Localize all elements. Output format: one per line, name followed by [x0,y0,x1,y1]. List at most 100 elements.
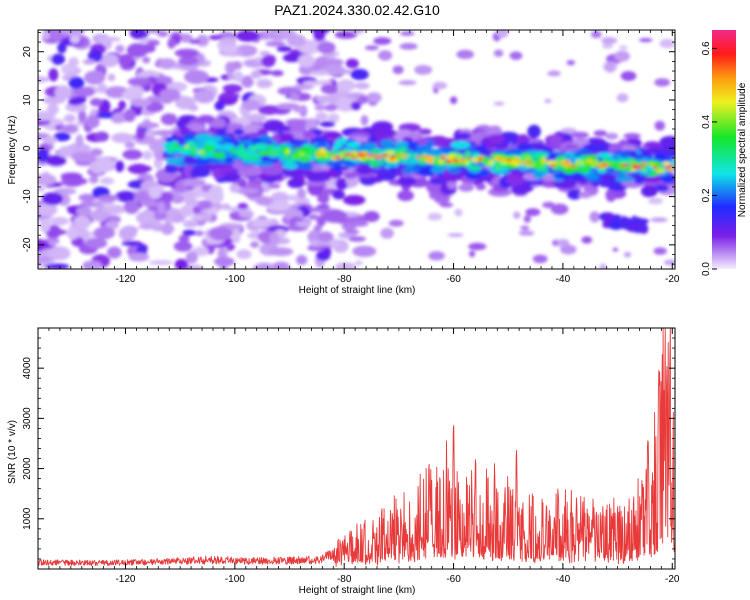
heatmap-cell [553,179,577,190]
heatmap-cell [214,100,225,111]
heatmap-cell [38,76,51,83]
heatmap-cell [527,160,532,163]
snr-panel: -120 -100 -80 -60 -40 -20 1000 2000 3000 4000 He… [7,327,680,596]
heatmap-cell [427,212,442,221]
heatmap-cell [194,156,210,166]
heatmap-cell [128,252,150,262]
heatmap-cell [394,140,409,149]
heatmap-cell [320,84,339,94]
heatmap-cell [467,166,482,170]
heatmap-cell [225,143,235,149]
heatmap-cell [42,136,58,145]
heatmap-cell [99,177,115,185]
heatmap-cell [440,156,446,160]
heatmap-cell [653,247,667,255]
heatmap-cell [550,164,557,167]
heatmap-cell [296,188,306,199]
heatmap-cell [357,95,369,104]
y-tick-label: 2000 [22,457,33,480]
heatmap-cell [663,259,675,266]
heatmap-cell [302,130,315,139]
heatmap-cell [196,34,209,47]
heatmap-cell [274,30,297,38]
heatmap-cell [369,159,376,167]
heatmap-cell [107,73,116,82]
heatmap-cell [174,258,189,269]
heatmap-cell [520,160,527,166]
heatmap-cell [193,89,216,104]
heatmap-cell [622,163,629,167]
heatmap-cell [372,128,385,138]
heatmap-cell [602,42,613,49]
heatmap-cell [640,185,658,198]
heatmap-cell [219,37,237,46]
heatmap-cell [566,160,569,164]
heatmap-cell [167,38,176,49]
heatmap-cell [652,165,658,169]
heatmap-cell [523,156,532,160]
heatmap-cell [549,134,562,146]
heatmap-cell [242,123,263,136]
heatmap-cell [343,153,351,156]
heatmap-cell [654,120,666,131]
heatmap-cell [256,79,273,89]
heatmap-cell [464,151,473,157]
heatmap-cell [317,41,336,54]
heatmap-cell [527,124,541,139]
heatmap-cell [237,202,249,210]
heatmap-cell [493,49,504,57]
heatmap-cell [197,150,205,154]
heatmap-cell [572,175,582,183]
heatmap-cell [384,129,397,137]
snr-x-ticks: -120 -100 -80 -60 -40 -20 [37,328,680,585]
heatmap-cell [570,131,590,139]
heatmap-cell [159,88,181,102]
heatmap-cell [54,85,72,100]
heatmap-cell [205,207,220,215]
heatmap-cell [589,211,600,223]
heatmap-cell [397,190,414,202]
heatmap-cell [317,141,327,150]
heatmap-cell [469,250,476,258]
heatmap-cell [487,125,502,137]
heatmap-cell [426,148,441,156]
heatmap-cell [605,61,615,73]
heatmap-cell [204,139,216,146]
x-tick-label: -20 [665,274,680,285]
heatmap-cell [38,203,58,217]
heatmap-cell [172,150,180,155]
heatmap-cell [148,138,167,153]
heatmap-cell [475,183,486,191]
heatmap-cell [456,49,475,60]
heatmap-cell [267,183,281,189]
heatmap-cell [547,70,561,77]
heatmap-cell [174,48,199,58]
y-tick-label: 3000 [22,407,33,430]
heatmap-cell [432,155,443,159]
heatmap-cell [374,156,381,159]
heatmap-cell [445,159,453,164]
heatmap-cell [482,160,489,166]
heatmap-cell [118,100,126,111]
heatmap-cell [235,30,260,42]
heatmap-cell [440,146,453,154]
heatmap-cell [39,218,51,233]
heatmap-cell [48,68,59,82]
heatmap-cell [250,241,260,249]
heatmap-cell [122,149,143,160]
heatmap-cell [496,30,509,38]
heatmap-cell [71,151,96,163]
heatmap-cell [317,193,330,204]
heatmap-cell [454,160,459,163]
heatmap-cell [430,166,445,174]
heatmap-cell [350,30,365,34]
heatmap-cell [57,146,74,158]
heatmap-cell [295,221,311,227]
heatmap-cell [89,98,103,107]
heatmap-cell [504,148,521,158]
heatmap-cell [48,246,71,261]
heatmap-cell [293,107,307,113]
heatmap-cell [173,240,193,252]
heatmap-cell [50,216,70,226]
heatmap-cell [650,217,668,223]
